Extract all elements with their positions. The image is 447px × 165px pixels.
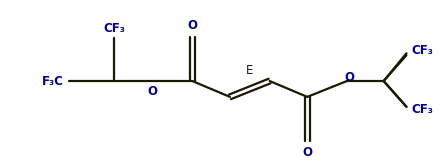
Text: O: O bbox=[148, 85, 158, 98]
Text: O: O bbox=[344, 71, 354, 83]
Text: E: E bbox=[246, 64, 253, 77]
Text: CF₃: CF₃ bbox=[411, 44, 433, 57]
Text: F₃C: F₃C bbox=[42, 75, 63, 87]
Text: O: O bbox=[187, 19, 197, 33]
Text: O: O bbox=[302, 147, 312, 159]
Text: CF₃: CF₃ bbox=[411, 103, 433, 116]
Text: CF₃: CF₃ bbox=[103, 22, 125, 35]
